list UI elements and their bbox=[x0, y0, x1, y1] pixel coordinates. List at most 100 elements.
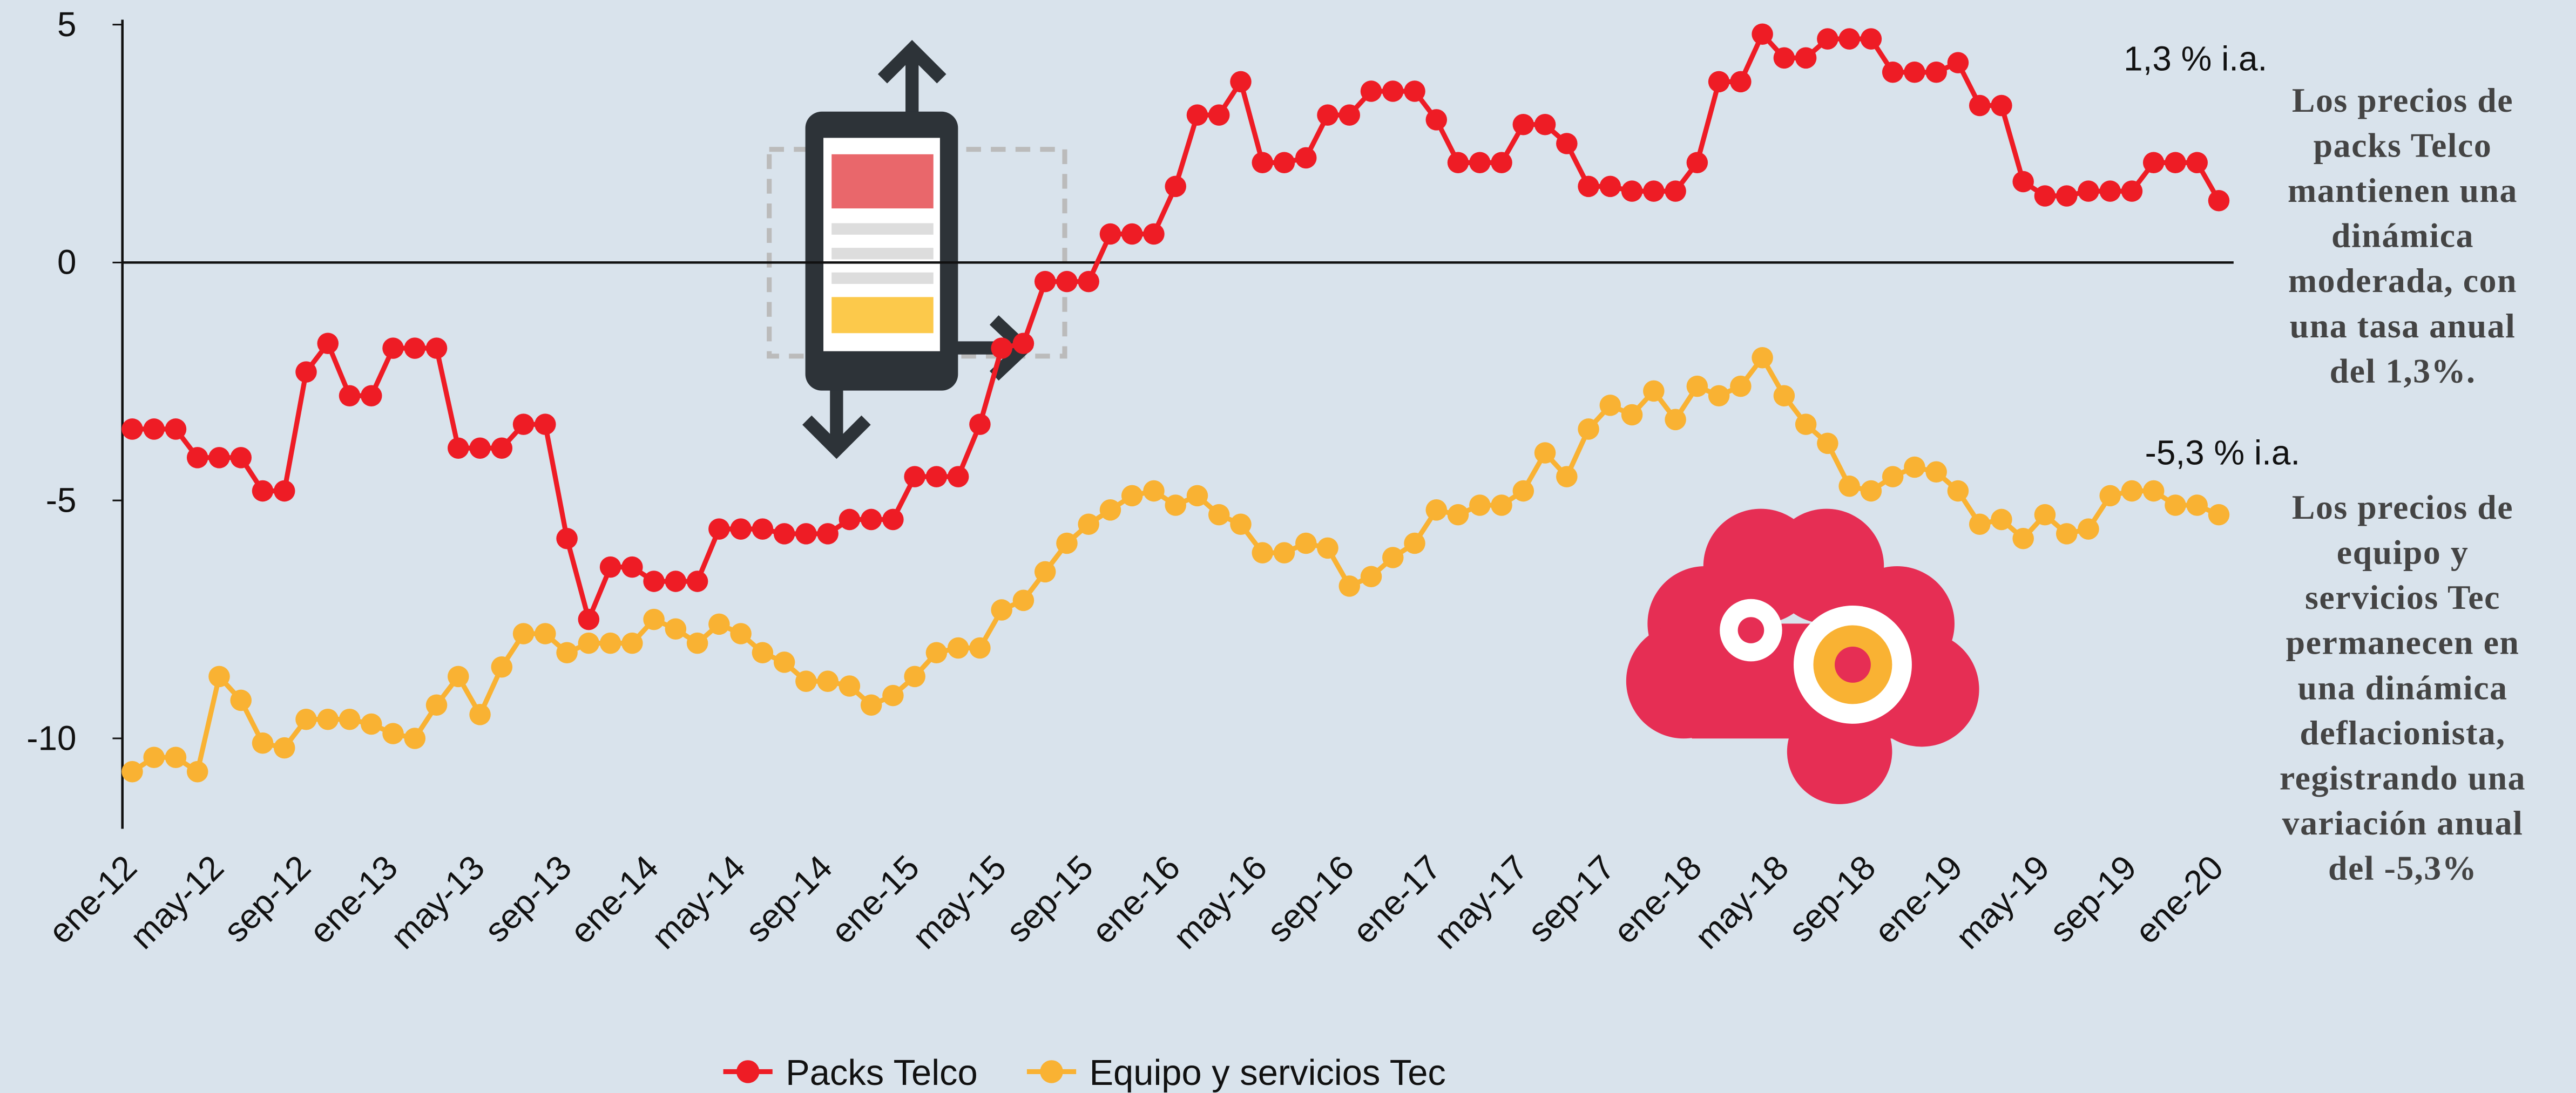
data-point bbox=[1056, 532, 1078, 554]
data-point bbox=[512, 623, 535, 644]
data-point bbox=[2165, 152, 2186, 174]
legend-label: Equipo y servicios Tec bbox=[1089, 1053, 1445, 1093]
y-tick-label: 5 bbox=[57, 5, 77, 44]
data-point bbox=[773, 651, 795, 673]
data-point bbox=[186, 447, 208, 469]
data-point bbox=[1252, 542, 1274, 564]
data-point bbox=[1860, 28, 1882, 50]
data-point bbox=[1338, 575, 1361, 597]
data-point bbox=[273, 480, 295, 502]
data-point bbox=[121, 761, 143, 783]
data-point bbox=[556, 527, 578, 549]
data-point bbox=[686, 632, 708, 654]
annotation-text: equipo y bbox=[2337, 533, 2469, 571]
data-point bbox=[1665, 180, 1686, 202]
data-point bbox=[1817, 432, 1838, 454]
data-point bbox=[1295, 147, 1317, 169]
data-point bbox=[535, 413, 556, 435]
y-tick-label: -10 bbox=[26, 718, 76, 757]
data-point bbox=[1012, 332, 1035, 355]
data-point bbox=[1925, 461, 1947, 483]
data-point bbox=[1230, 513, 1252, 535]
data-point bbox=[839, 675, 861, 697]
data-point bbox=[2078, 518, 2099, 540]
data-point bbox=[1578, 418, 1599, 440]
annotation-text: dinámica bbox=[2331, 216, 2474, 255]
data-point bbox=[404, 728, 426, 749]
annotation-text: Los precios de bbox=[2292, 488, 2513, 526]
data-point bbox=[186, 761, 208, 783]
data-point bbox=[1273, 152, 1295, 174]
annotation-text: deflacionista, bbox=[2300, 714, 2505, 752]
legend-swatch bbox=[1040, 1060, 1063, 1083]
data-point bbox=[1991, 94, 2012, 117]
cloud-illustration bbox=[1626, 508, 1979, 804]
data-point bbox=[143, 746, 165, 768]
data-point bbox=[1838, 475, 1860, 497]
data-point bbox=[165, 746, 187, 768]
data-point bbox=[1273, 542, 1295, 564]
data-point bbox=[2012, 527, 2034, 549]
data-point bbox=[817, 670, 839, 692]
data-point bbox=[1121, 223, 1143, 245]
data-point bbox=[143, 418, 165, 440]
data-point bbox=[1599, 175, 1621, 198]
data-point bbox=[1795, 47, 1817, 69]
data-point bbox=[1882, 62, 1904, 83]
data-point bbox=[752, 642, 774, 664]
data-point bbox=[665, 571, 687, 592]
annotation-text: servicios Tec bbox=[2305, 578, 2500, 616]
data-point bbox=[1512, 480, 1534, 502]
data-point bbox=[2034, 185, 2056, 207]
data-point bbox=[1208, 104, 1230, 126]
data-point bbox=[599, 556, 621, 578]
data-point bbox=[2142, 480, 2165, 502]
data-point bbox=[208, 447, 230, 469]
data-point bbox=[752, 518, 774, 540]
data-point bbox=[686, 571, 708, 592]
data-point bbox=[339, 708, 361, 730]
annotation-text: del -5,3% bbox=[2328, 849, 2477, 887]
data-point bbox=[1186, 104, 1208, 126]
data-point bbox=[991, 599, 1012, 621]
annotation-text: moderada, con bbox=[2288, 261, 2517, 300]
data-point bbox=[2099, 485, 2121, 507]
data-point bbox=[1056, 270, 1078, 293]
data-point bbox=[904, 466, 925, 487]
data-point bbox=[1991, 508, 2012, 531]
data-point bbox=[121, 418, 143, 440]
data-point bbox=[491, 656, 513, 678]
data-point bbox=[1773, 385, 1795, 407]
data-point bbox=[1121, 485, 1143, 507]
data-point bbox=[969, 637, 991, 659]
data-point bbox=[252, 480, 274, 502]
data-point bbox=[1882, 466, 1904, 487]
annotation-label: -5,3 % i.a. bbox=[2145, 433, 2300, 472]
legend-swatch bbox=[736, 1060, 760, 1083]
data-point bbox=[2208, 190, 2230, 212]
data-point bbox=[925, 642, 948, 664]
data-point bbox=[1447, 152, 1469, 174]
data-point bbox=[1947, 52, 1969, 73]
data-point bbox=[1360, 566, 1382, 588]
data-point bbox=[795, 523, 817, 545]
data-point bbox=[643, 608, 665, 630]
data-point bbox=[1686, 152, 1708, 174]
data-point bbox=[1512, 113, 1534, 135]
data-point bbox=[1143, 223, 1165, 245]
data-point bbox=[1078, 270, 1099, 293]
data-point bbox=[1425, 109, 1448, 131]
data-point bbox=[1186, 485, 1208, 507]
data-point bbox=[1556, 466, 1578, 487]
data-point bbox=[1143, 480, 1165, 502]
data-point bbox=[1338, 104, 1361, 126]
data-point bbox=[643, 571, 665, 592]
data-point bbox=[1208, 504, 1230, 526]
data-point bbox=[1534, 113, 1556, 135]
data-point bbox=[1165, 175, 1186, 198]
data-point bbox=[2078, 180, 2099, 202]
data-point bbox=[1643, 380, 1665, 402]
data-point bbox=[730, 518, 752, 540]
data-point bbox=[2012, 171, 2034, 193]
data-point bbox=[1165, 494, 1186, 516]
